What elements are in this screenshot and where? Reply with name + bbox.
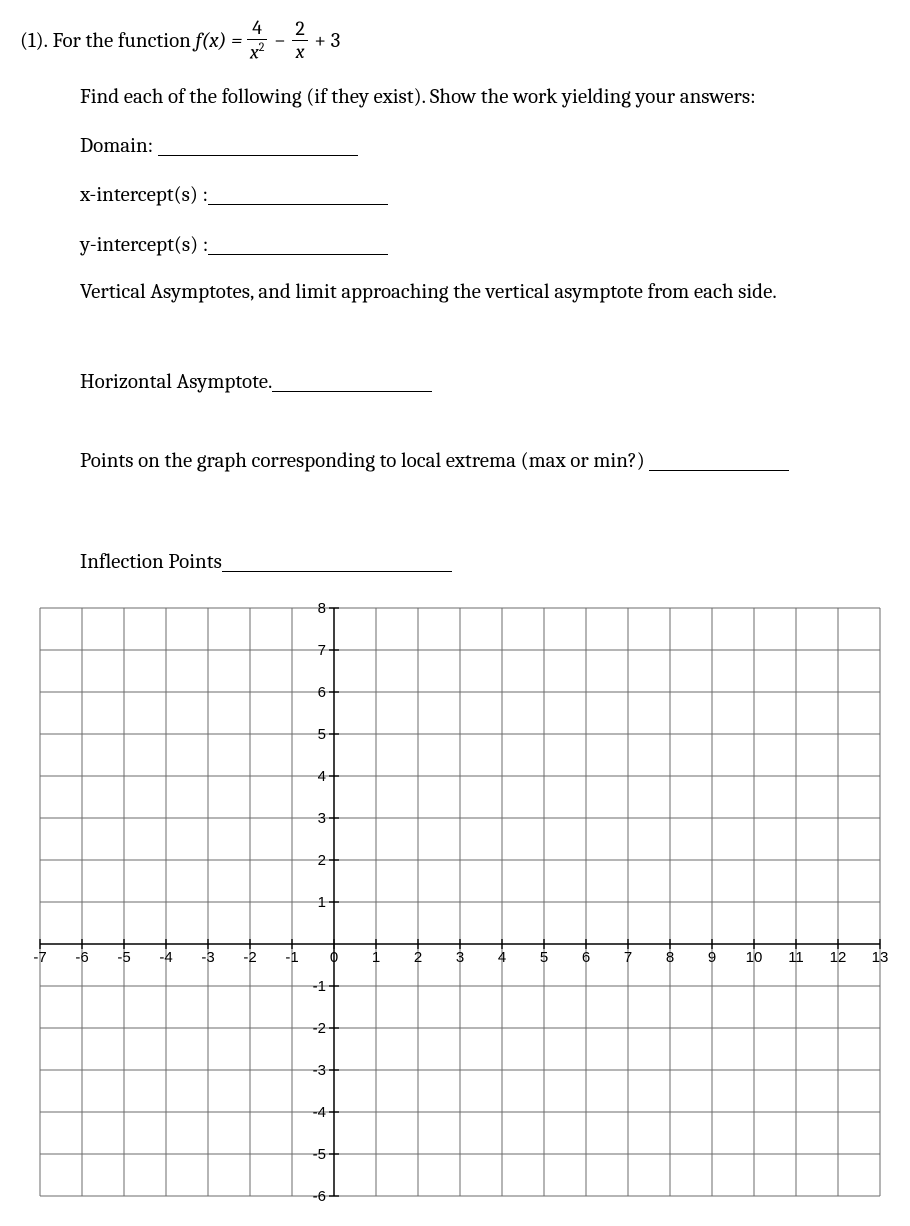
svg-text:-2: -2 <box>243 949 256 966</box>
svg-text:6: 6 <box>582 949 590 966</box>
problem-number: (1). <box>20 27 48 56</box>
problem-header: (1). For the function f(x) = 4 x2 − 2 x … <box>20 20 870 65</box>
svg-text:-7: -7 <box>33 949 46 966</box>
svg-text:-6: -6 <box>313 1188 326 1205</box>
hasymptote-blank[interactable] <box>272 370 432 392</box>
inflection-label: Inflection Points <box>80 550 222 574</box>
svg-text:-5: -5 <box>313 1146 326 1163</box>
svg-text:12: 12 <box>830 949 847 966</box>
svg-text:2: 2 <box>414 949 422 966</box>
yintercept-line: y-intercept(s) : <box>80 229 870 260</box>
xintercept-label: x-intercept(s) : <box>80 183 208 207</box>
hasymptote-line: Horizontal Asymptote. <box>80 366 870 397</box>
svg-text:5: 5 <box>318 726 326 743</box>
extrema-line: Points on the graph corresponding to loc… <box>80 445 870 476</box>
domain-label: Domain: <box>80 134 153 158</box>
extrema-blank[interactable] <box>649 449 789 471</box>
svg-text:-4: -4 <box>159 949 172 966</box>
frac1-den-sup: 2 <box>259 40 265 54</box>
spacer-1 <box>20 326 870 366</box>
function-lhs: f(x) = <box>196 29 243 53</box>
svg-text:5: 5 <box>540 949 548 966</box>
svg-text:-1: -1 <box>313 978 326 995</box>
fraction-1: 4 x2 <box>247 18 268 63</box>
frac1-den-base: x <box>250 41 259 64</box>
intro-text: For the function <box>53 29 196 53</box>
inflection-line: Inflection Points <box>80 546 870 577</box>
svg-text:3: 3 <box>318 810 326 827</box>
yintercept-label: y-intercept(s) : <box>80 233 208 257</box>
svg-text:-3: -3 <box>313 1062 326 1079</box>
worksheet-page: (1). For the function f(x) = 4 x2 − 2 x … <box>0 0 910 1226</box>
instruction: Find each of the following (if they exis… <box>80 83 870 112</box>
frac1-num: 4 <box>247 18 268 40</box>
svg-text:6: 6 <box>318 684 326 701</box>
svg-text:-5: -5 <box>117 949 130 966</box>
frac2-den: x <box>292 41 307 62</box>
svg-text:4: 4 <box>498 949 506 966</box>
coordinate-grid: -7-6-5-4-3-2-101234567891011121312345678… <box>30 598 890 1206</box>
fraction-2: 2 x <box>292 19 307 62</box>
svg-text:-1: -1 <box>285 949 298 966</box>
svg-text:8: 8 <box>318 600 326 617</box>
graph-area: -7-6-5-4-3-2-101234567891011121312345678… <box>30 598 870 1206</box>
spacer-2 <box>20 415 870 445</box>
frac2-num: 2 <box>292 19 307 41</box>
plus-const: + 3 <box>312 29 340 53</box>
svg-text:10: 10 <box>746 949 763 966</box>
svg-text:-3: -3 <box>201 949 214 966</box>
svg-text:4: 4 <box>318 768 326 785</box>
svg-text:-2: -2 <box>313 1020 326 1037</box>
extrema-label: Points on the graph corresponding to loc… <box>80 449 645 473</box>
hasymptote-label: Horizontal Asymptote. <box>80 370 272 394</box>
xintercept-blank[interactable] <box>208 183 388 205</box>
minus-sign: − <box>272 29 288 53</box>
vasymptote-line: Vertical Asymptotes, and limit approachi… <box>80 278 870 307</box>
svg-text:13: 13 <box>872 949 889 966</box>
svg-text:1: 1 <box>372 949 380 966</box>
svg-text:7: 7 <box>624 949 632 966</box>
svg-text:11: 11 <box>788 949 804 966</box>
frac1-den: x2 <box>247 40 268 63</box>
svg-text:-4: -4 <box>313 1104 326 1121</box>
domain-blank[interactable] <box>158 134 358 156</box>
domain-line: Domain: <box>80 130 870 161</box>
xintercept-line: x-intercept(s) : <box>80 179 870 210</box>
svg-text:7: 7 <box>318 642 326 659</box>
yintercept-blank[interactable] <box>208 233 388 255</box>
svg-text:0: 0 <box>330 949 338 966</box>
svg-text:2: 2 <box>318 852 326 869</box>
svg-text:9: 9 <box>708 949 716 966</box>
svg-text:8: 8 <box>666 949 674 966</box>
svg-text:-6: -6 <box>75 949 88 966</box>
svg-text:3: 3 <box>456 949 464 966</box>
svg-text:1: 1 <box>318 894 326 911</box>
inflection-blank[interactable] <box>222 550 452 572</box>
